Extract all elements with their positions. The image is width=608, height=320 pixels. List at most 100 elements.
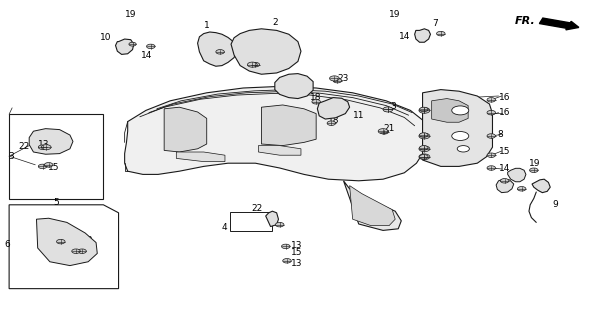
Circle shape xyxy=(333,78,342,83)
Text: 9: 9 xyxy=(552,200,558,209)
Text: 7: 7 xyxy=(432,19,438,28)
Text: 8: 8 xyxy=(497,130,503,139)
Circle shape xyxy=(383,107,393,112)
Text: 10: 10 xyxy=(100,33,111,42)
Polygon shape xyxy=(266,211,278,227)
Circle shape xyxy=(282,244,290,249)
Polygon shape xyxy=(231,29,301,74)
Polygon shape xyxy=(116,39,134,54)
Circle shape xyxy=(419,133,430,139)
Text: 15: 15 xyxy=(76,256,88,265)
Text: 4: 4 xyxy=(222,223,227,232)
Text: 15: 15 xyxy=(291,248,302,257)
Circle shape xyxy=(437,31,445,36)
Circle shape xyxy=(216,50,224,54)
Text: 21: 21 xyxy=(383,124,395,133)
Polygon shape xyxy=(415,29,430,42)
Circle shape xyxy=(419,154,430,160)
Text: 14: 14 xyxy=(499,164,510,173)
Circle shape xyxy=(327,121,336,125)
Polygon shape xyxy=(261,105,316,146)
Circle shape xyxy=(283,259,291,263)
Polygon shape xyxy=(344,181,401,230)
Text: 13: 13 xyxy=(291,259,302,268)
Text: 20: 20 xyxy=(252,59,264,68)
Circle shape xyxy=(312,100,320,104)
Polygon shape xyxy=(350,186,395,226)
Circle shape xyxy=(420,107,428,112)
Text: 18: 18 xyxy=(310,93,322,102)
Text: 19: 19 xyxy=(529,159,541,168)
Circle shape xyxy=(384,107,392,112)
Polygon shape xyxy=(125,86,426,181)
Text: 3: 3 xyxy=(8,152,13,161)
Circle shape xyxy=(487,153,496,157)
Polygon shape xyxy=(164,107,207,152)
Polygon shape xyxy=(29,129,73,154)
Circle shape xyxy=(487,166,496,170)
Polygon shape xyxy=(176,152,225,162)
Text: 13: 13 xyxy=(38,140,50,149)
Circle shape xyxy=(530,168,538,172)
Circle shape xyxy=(78,249,86,253)
Polygon shape xyxy=(432,99,468,122)
Bar xyxy=(230,212,272,231)
Polygon shape xyxy=(496,179,514,193)
Circle shape xyxy=(517,187,526,191)
Text: 22: 22 xyxy=(251,204,263,213)
Text: FR.: FR. xyxy=(514,16,535,26)
Bar xyxy=(9,114,103,199)
Circle shape xyxy=(420,133,428,137)
FancyArrow shape xyxy=(539,18,579,30)
Text: 15: 15 xyxy=(499,147,510,156)
Polygon shape xyxy=(36,218,97,266)
Circle shape xyxy=(419,146,430,152)
Circle shape xyxy=(457,146,469,152)
Circle shape xyxy=(72,249,80,253)
Circle shape xyxy=(487,110,496,115)
Text: 2: 2 xyxy=(272,18,278,27)
Circle shape xyxy=(452,106,469,115)
Text: 6: 6 xyxy=(5,240,10,249)
Polygon shape xyxy=(198,32,237,66)
Circle shape xyxy=(41,145,51,150)
Text: 13: 13 xyxy=(291,241,302,250)
Circle shape xyxy=(378,129,388,134)
Text: 3: 3 xyxy=(390,102,396,111)
Circle shape xyxy=(57,239,65,244)
Text: 12: 12 xyxy=(259,67,271,76)
Text: 13: 13 xyxy=(82,236,94,245)
Text: 15: 15 xyxy=(48,163,59,172)
Polygon shape xyxy=(258,146,301,155)
Text: 17: 17 xyxy=(47,238,59,247)
Text: 22: 22 xyxy=(18,142,29,151)
Circle shape xyxy=(487,134,496,138)
Polygon shape xyxy=(508,168,526,182)
Circle shape xyxy=(251,62,260,67)
Text: 23: 23 xyxy=(337,74,349,83)
Text: 11: 11 xyxy=(353,111,364,120)
Circle shape xyxy=(452,132,469,140)
Polygon shape xyxy=(317,98,350,119)
Text: 16: 16 xyxy=(499,93,510,102)
Circle shape xyxy=(420,146,428,150)
Circle shape xyxy=(420,155,428,159)
Polygon shape xyxy=(423,90,492,166)
Circle shape xyxy=(247,62,257,67)
Circle shape xyxy=(38,164,47,169)
Text: 1: 1 xyxy=(204,21,210,30)
Text: 18: 18 xyxy=(328,116,340,125)
Text: 14: 14 xyxy=(142,52,153,60)
Text: 19: 19 xyxy=(390,10,401,19)
Circle shape xyxy=(275,222,284,227)
Circle shape xyxy=(129,42,136,46)
Polygon shape xyxy=(275,74,313,99)
Circle shape xyxy=(44,163,53,167)
Circle shape xyxy=(487,98,496,102)
Text: 14: 14 xyxy=(399,32,410,41)
Circle shape xyxy=(500,179,509,183)
Text: 5: 5 xyxy=(53,198,59,207)
Circle shape xyxy=(419,108,430,113)
Circle shape xyxy=(380,130,389,134)
Text: 16: 16 xyxy=(499,108,510,117)
